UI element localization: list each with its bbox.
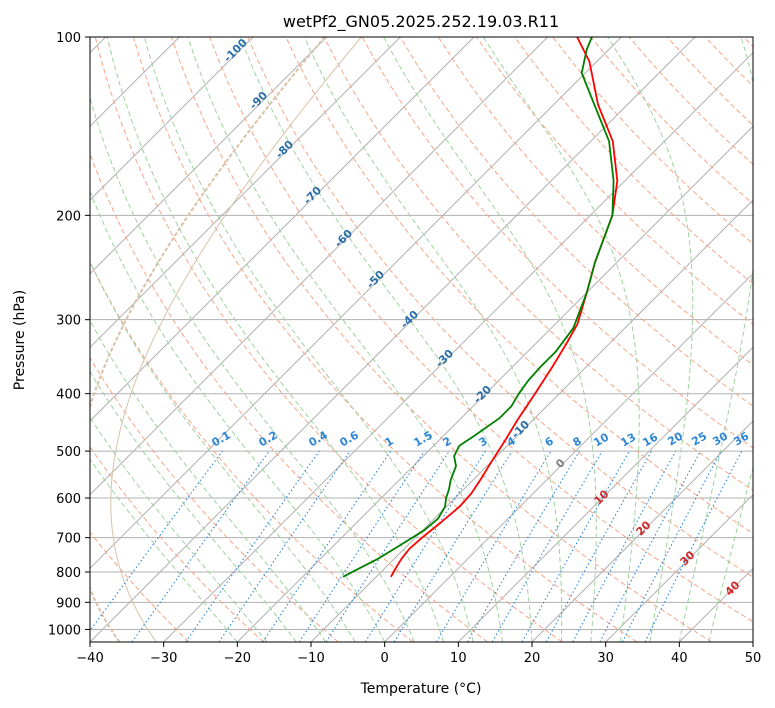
y-tick-label: 300: [56, 314, 81, 329]
dry-adiabat-line: [94, 37, 563, 642]
dry-adiabat-line: [90, 152, 488, 642]
x-tick-label: −20: [224, 651, 251, 666]
y-tick-label: 800: [56, 566, 81, 581]
profile-series: [342, 37, 619, 578]
ccl-curve-line: [90, 37, 326, 642]
x-tick-label: 20: [524, 651, 541, 666]
isotherm-line: [384, 272, 753, 642]
y-tick-label: 100: [56, 31, 81, 46]
dry-adiabat-line: [437, 37, 753, 366]
isotherm-line: [90, 37, 328, 275]
mixing-ratio-line: [521, 450, 630, 642]
isotherm-line: [90, 37, 622, 570]
moist-adiabat-line: [106, 37, 445, 642]
plot-frame: [89, 36, 754, 643]
mixing-ratio-line: [325, 450, 450, 642]
x-tick-label: 10: [450, 651, 467, 666]
dry-adiabat-line: [514, 37, 753, 285]
mixing-ratio-lines: [90, 450, 743, 642]
moist-adiabat-line: [90, 416, 268, 642]
dry-adiabat-line: [247, 37, 753, 578]
dry-adiabat-line: [90, 531, 190, 642]
moist-adiabat-line: [482, 37, 640, 642]
isotherm-line: [90, 37, 475, 422]
isotherm-line: [90, 37, 254, 201]
y-tick-label: 900: [56, 596, 81, 611]
dry-adiabat-line: [361, 37, 753, 449]
y-tick-label: 200: [56, 209, 81, 224]
moist-adiabat-lines: [90, 37, 753, 642]
dry-adiabat-line: [90, 446, 264, 642]
mixing-ratio-line: [131, 450, 270, 642]
y-axis-ticks: 100 200 300 400 500 600 700 800 900 1000: [48, 31, 90, 638]
dewpoint-profile-line: [342, 37, 615, 578]
mixing-ratio-line: [218, 450, 351, 642]
moist-adiabat-line: [607, 37, 694, 642]
x-axis-ticks: −40 −30 −20 −10 0 10 20 30 40 50: [76, 642, 761, 666]
isotherm-lines: [90, 37, 753, 642]
x-tick-label: 40: [671, 651, 688, 666]
isotherm-line: [236, 125, 753, 642]
x-axis-label: Temperature (°C): [360, 681, 482, 697]
y-tick-label: 500: [56, 445, 81, 460]
y-tick-label: 400: [56, 388, 81, 403]
dry-adiabat-line: [90, 356, 339, 642]
isotherm-line: [531, 420, 753, 642]
y-tick-label: 700: [56, 532, 81, 547]
isotherm-line: [90, 37, 401, 349]
dry-adiabat-line: [132, 37, 638, 642]
mixing-ratio-line: [298, 450, 425, 642]
isotherm-line: [163, 51, 753, 642]
mixing-ratio-line: [90, 450, 223, 632]
mixing-ratio-line: [644, 450, 743, 642]
moist-adiabat-line: [239, 37, 533, 642]
dry-adiabat-line: [171, 37, 712, 642]
moist-adiabat-line: [143, 37, 474, 642]
moist-adiabat-line: [90, 260, 356, 642]
dry-adiabat-line: [399, 37, 753, 407]
y-axis-label: Pressure (hPa): [12, 290, 28, 390]
isotherm-line: [90, 37, 549, 496]
isotherm-line: [605, 493, 753, 642]
temperature-profile-line: [390, 37, 619, 578]
y-tick-label: 600: [56, 492, 81, 507]
moist-adiabat-line: [708, 466, 753, 642]
mixing-ratio-line: [545, 450, 653, 642]
isobar-lines: [90, 37, 753, 630]
mixing-ratio-line: [185, 450, 320, 642]
moist-adiabat-line: [90, 458, 238, 642]
ccl-curve-line: [110, 37, 362, 642]
mixing-ratio-line: [393, 450, 513, 642]
x-tick-label: 0: [381, 651, 389, 666]
dry-adiabat-line: [209, 37, 753, 623]
x-tick-label: 30: [597, 651, 614, 666]
x-tick-label: 50: [745, 651, 762, 666]
y-tick-label: 1000: [48, 623, 81, 638]
dry-adiabat-line: [323, 37, 753, 491]
mixing-ratio-line: [572, 450, 677, 642]
moist-adiabat-line: [383, 37, 597, 642]
mixing-ratio-line: [262, 450, 392, 642]
dry-adiabat-lines: [90, 37, 753, 642]
isotherm-line: [90, 37, 696, 642]
moist-adiabat-line: [90, 189, 386, 642]
x-tick-label: −30: [150, 651, 177, 666]
chart-title: wetPf2_GN05.2025.252.19.03.R11: [283, 12, 559, 32]
x-tick-label: −40: [76, 651, 103, 666]
moist-adiabat-line: [187, 37, 503, 642]
moist-adiabat-line: [303, 37, 563, 642]
dry-adiabat-line: [285, 37, 753, 535]
x-tick-label: −10: [297, 651, 324, 666]
moist-adiabat-line: [90, 319, 327, 642]
moist-adiabat-line: [678, 37, 753, 642]
